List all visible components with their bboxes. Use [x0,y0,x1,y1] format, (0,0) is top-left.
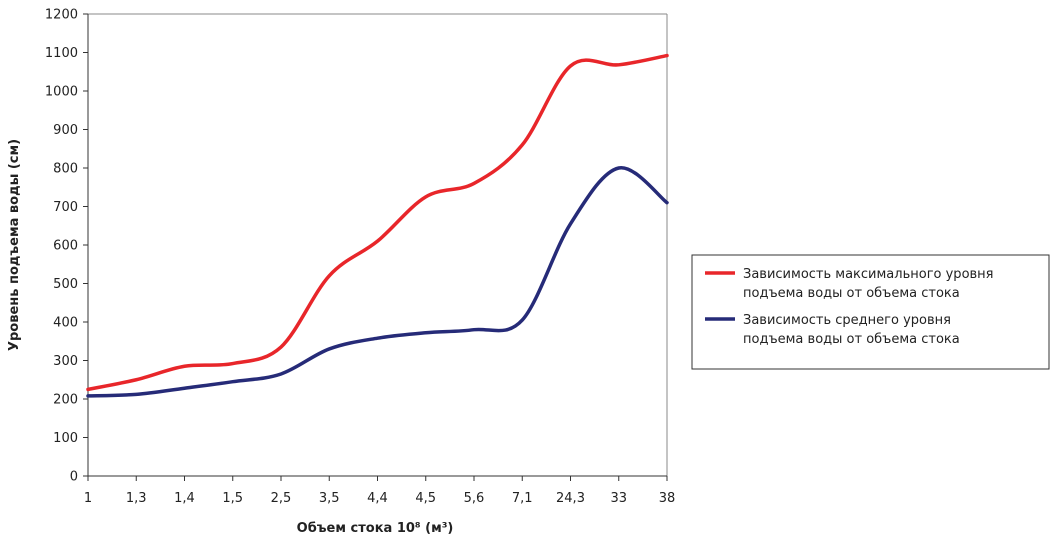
y-axis-title: Уровень подъема воды (см) [7,139,22,351]
y-tick-label: 0 [70,470,78,485]
x-tick-label: 5,6 [464,491,485,506]
y-tick-label: 1000 [45,85,78,100]
y-tick-label: 600 [53,239,78,254]
y-tick-label: 1200 [45,8,78,23]
axes: 0 100 200 300 400 500 600 700 800 900 1000 1100 1200… [45,8,675,507]
x-tick-label: 4,4 [367,491,388,506]
y-tick-label: 400 [53,316,78,331]
y-tick-label: 200 [53,393,78,408]
y-tick-label: 800 [53,162,78,177]
y-tick-label: 500 [53,277,78,292]
x-tick-label: 24,3 [556,491,585,506]
legend-label-2: подъема воды от объема стока [743,332,960,347]
x-tick-label: 3,5 [319,491,340,506]
legend: Зависимость максимального уровня подъема … [691,254,1050,370]
x-tick-label: 2,5 [271,491,292,506]
series-line-1 [86,53,669,392]
x-tick-label: 1 [84,491,92,506]
legend-box [691,254,1050,370]
y-tick-label: 100 [53,431,78,446]
series-layer [86,53,669,398]
x-tick-label: 7,1 [512,491,533,506]
y-tick-label: 300 [53,354,78,369]
x-tick-label: 1,3 [126,491,147,506]
x-tick-label: 33 [610,491,627,506]
legend-label-2: Зависимость среднего уровня [743,313,951,328]
y-tick-label: 900 [53,123,78,138]
legend-label-1: Зависимость максимального уровня [743,267,994,282]
x-tick-label: 1,4 [174,491,195,506]
legend-label-1: подъема воды от объема стока [743,286,960,301]
y-tick-label: 700 [53,200,78,215]
x-tick-label: 1,5 [222,491,243,506]
x-axis-title: Объем стока 10⁸ (м³) [297,521,454,536]
x-tick-label: 38 [659,491,676,506]
y-tick-label: 1100 [45,46,78,61]
x-tick-label: 4,5 [415,491,436,506]
series-line-2 [86,166,669,398]
